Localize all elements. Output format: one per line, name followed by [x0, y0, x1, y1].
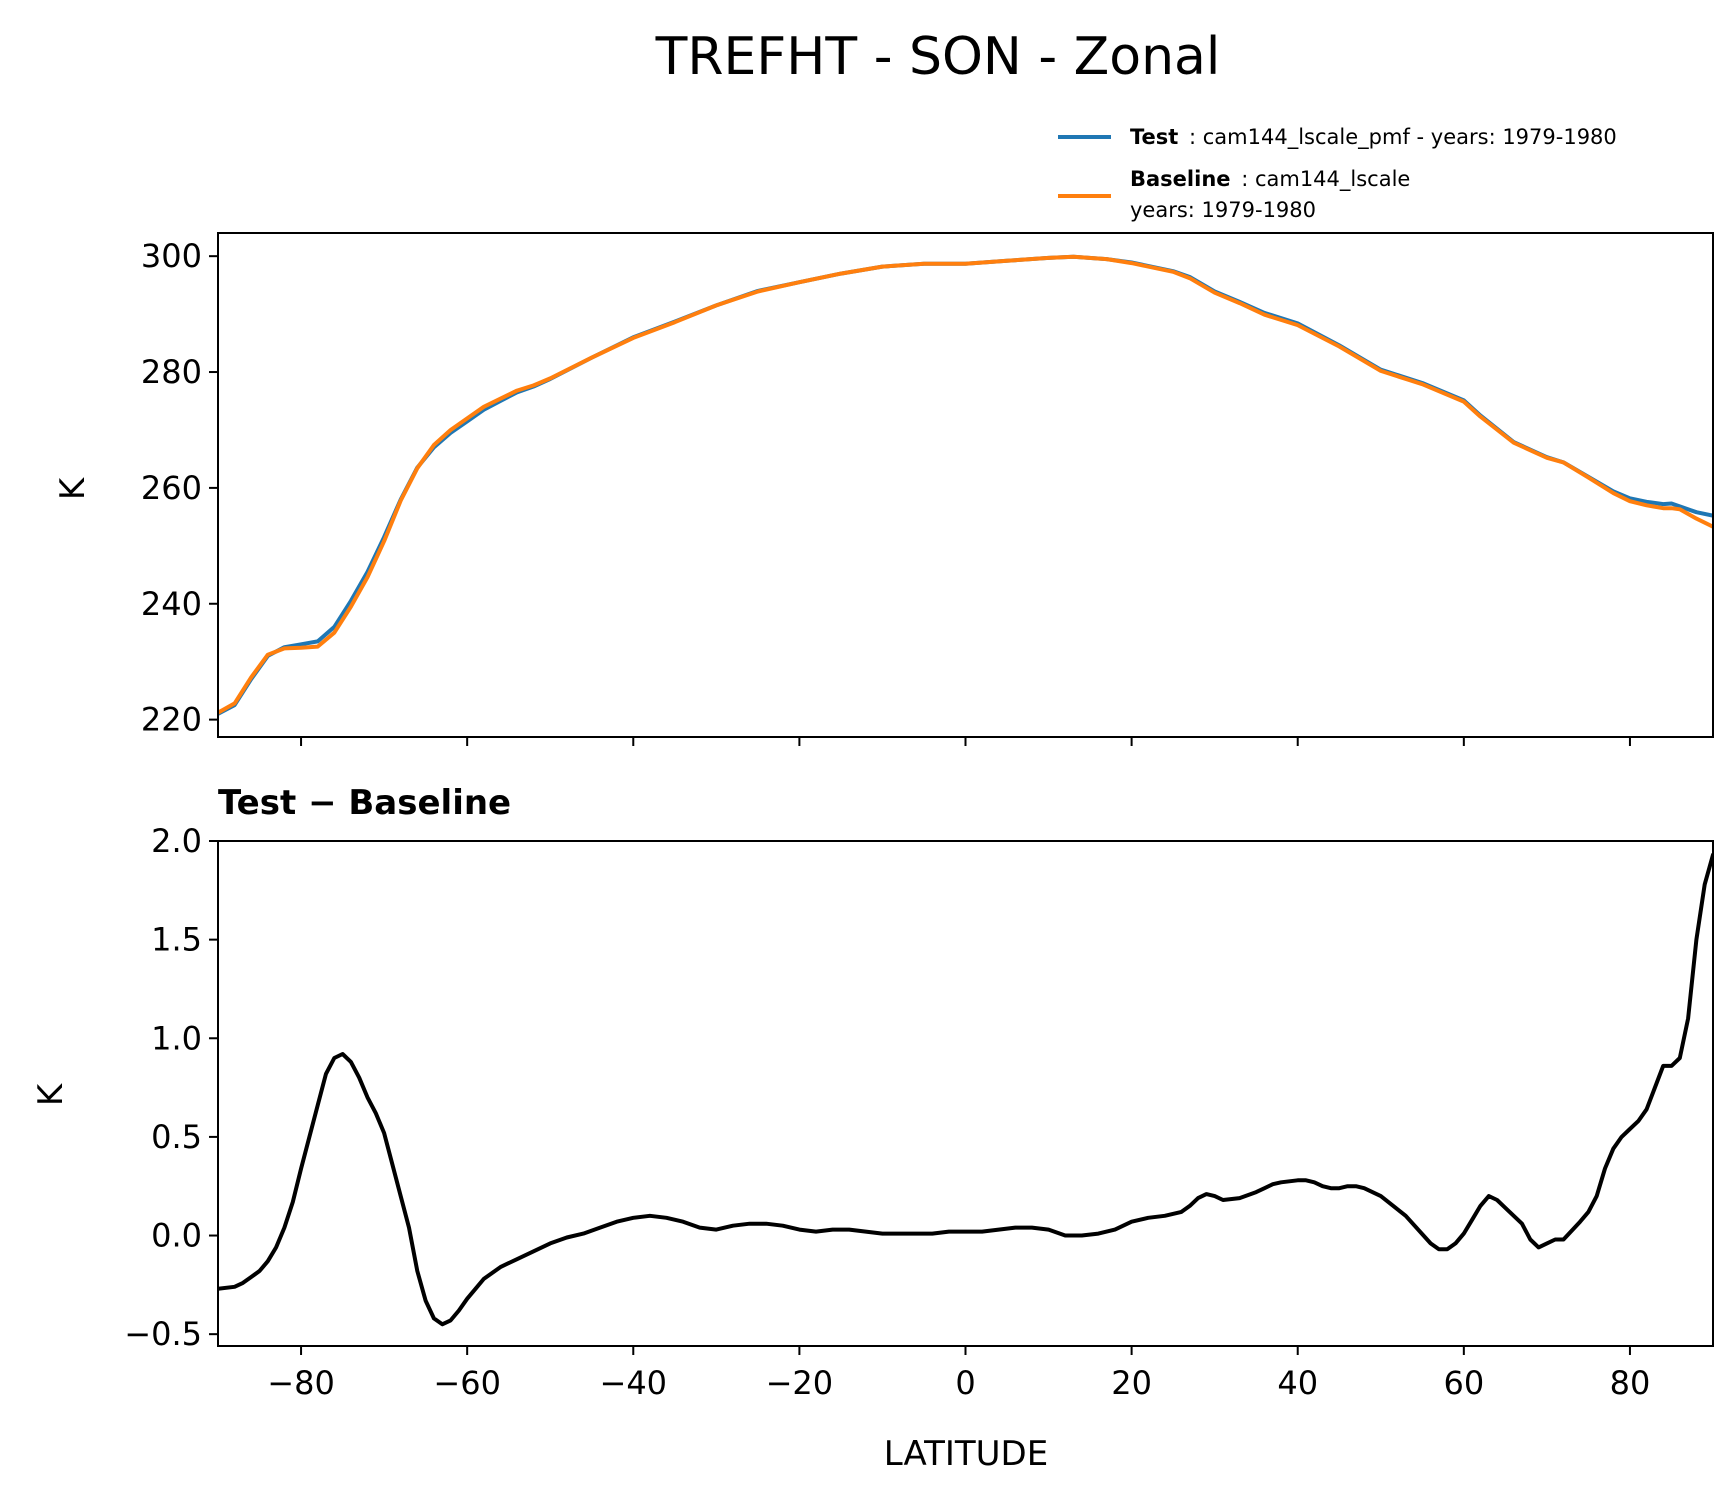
top-ytick-label: 280 — [141, 353, 202, 391]
top-ytick-label: 300 — [141, 237, 202, 275]
bottom-xtick-label: 80 — [1610, 1364, 1651, 1402]
bottom-xtick-label: −20 — [766, 1364, 834, 1402]
bottom-xtick-label: 60 — [1443, 1364, 1484, 1402]
bottom-ytick-label: 1.5 — [151, 921, 202, 959]
legend-label-baseline-rest: : cam144_lscale — [1241, 167, 1410, 192]
bottom-ytick-label: 1.0 — [151, 1019, 202, 1057]
bottom-xtick-label: −60 — [433, 1364, 501, 1402]
legend-label-test: Test : cam144_lscale_pmf - years: 1979-1… — [1130, 125, 1617, 150]
bottom-y-axis-label: K — [31, 1082, 71, 1106]
bottom-xtick-label: 40 — [1277, 1364, 1318, 1402]
bottom-xtick-label: 20 — [1111, 1364, 1152, 1402]
bottom-ytick-label: 0.5 — [151, 1118, 202, 1156]
top-panel-frame — [217, 232, 1714, 738]
legend-label-baseline-bold: Baseline — [1130, 167, 1231, 191]
legend-label-test-rest: : cam144_lscale_pmf - years: 1979-1980 — [1189, 125, 1617, 150]
x-axis-label: LATITUDE — [884, 1434, 1048, 1474]
bottom-ytick-label: 2.0 — [151, 822, 202, 860]
series-line-baseline — [218, 254, 1713, 715]
bottom-ytick-label: −0.5 — [124, 1315, 202, 1353]
difference-panel-title: Test − Baseline — [218, 783, 511, 823]
top-ytick-label: 220 — [141, 701, 202, 739]
legend: Test : cam144_lscale_pmf - years: 1979-1… — [1058, 125, 1617, 222]
bottom-xtick-label: −80 — [267, 1364, 335, 1402]
top-ytick-label: 260 — [141, 469, 202, 507]
series-line-test — [218, 254, 1713, 716]
figure-title: TREFHT - SON - Zonal — [655, 27, 1221, 87]
difference-panel-frame — [217, 840, 1714, 1347]
top-panel: 220 240 260 280 300 — [141, 232, 1714, 746]
legend-label-baseline-line2: years: 1979-1980 — [1130, 198, 1316, 222]
difference-panel: −0.5 0.0 0.5 1.0 1.5 2.0 −80 −60 −40 −20 0 20 40 60 80 — [124, 822, 1714, 1402]
bottom-xtick-label: −40 — [600, 1364, 668, 1402]
series-line-difference — [218, 852, 1713, 1327]
top-ytick-label: 240 — [141, 585, 202, 623]
bottom-ytick-label: 0.0 — [151, 1217, 202, 1255]
legend-label-baseline: Baseline : cam144_lscale — [1130, 167, 1410, 192]
legend-label-test-bold: Test — [1130, 125, 1178, 149]
top-y-axis-label: K — [53, 476, 93, 500]
bottom-xtick-label: 0 — [955, 1364, 975, 1402]
